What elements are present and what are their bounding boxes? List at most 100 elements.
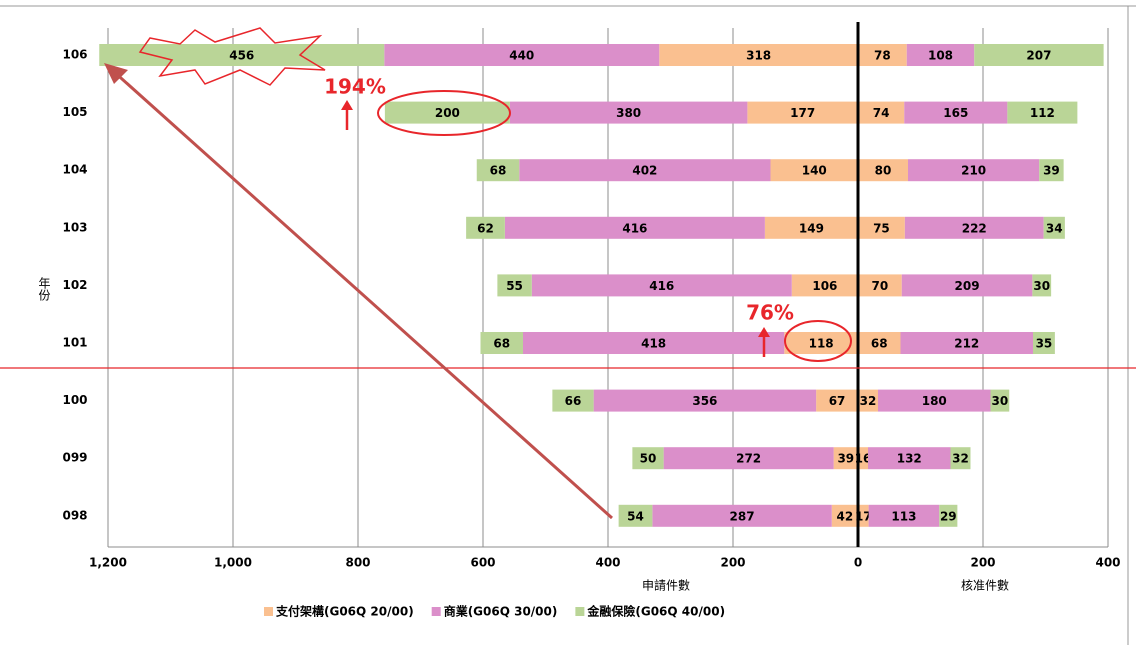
bar-label: 113 [891,509,916,523]
bar-segment [531,274,792,297]
bar-label: 54 [627,509,644,523]
bar-segment [480,332,523,354]
bar-label: 35 [1036,337,1053,351]
bar-segment [509,101,748,124]
bar-label: 30 [992,394,1009,408]
bar-segment [858,44,907,66]
bar-label: 106 [812,279,837,293]
bar-label: 68 [493,337,510,351]
bar-label: 30 [1033,279,1050,293]
bar-segment [858,389,878,412]
bar-label: 74 [873,106,890,120]
bar-segment [384,101,510,124]
bar-label: 180 [922,394,947,408]
bar-label: 39 [1043,164,1060,178]
x-tick-label: 200 [720,556,745,570]
bar-segment [858,216,905,239]
bar-label: 165 [943,106,968,120]
bar-segment [1007,101,1078,124]
bar-label: 440 [509,49,534,63]
y-tick-label: 105 [62,105,87,119]
bar-segment [990,389,1010,412]
bar-label: 39 [837,452,854,466]
legend-label: 支付架構(G06Q 20/00) [275,604,414,619]
bar-segment [901,274,1033,297]
highlight-ellipse [377,90,511,136]
bar-segment [497,274,532,297]
bar-segment [858,332,901,354]
bar-segment [1039,159,1064,182]
bar-segment [523,332,785,354]
bar-label: 416 [622,221,647,235]
bar-segment [784,332,858,354]
x-tick-label: 400 [1095,556,1120,570]
bar-segment [791,274,858,297]
annotation: 194% [324,75,386,99]
trend-arrow [110,68,614,520]
x-tick-label: 0 [854,556,862,570]
bar-segment [659,44,858,66]
bar-segment [519,159,771,182]
bar-label: 62 [477,221,494,235]
bar-label: 29 [940,509,957,523]
bar-label: 177 [790,106,815,120]
bar-label: 140 [802,164,827,178]
bar-label: 78 [874,49,891,63]
bar-label: 34 [1046,221,1063,235]
bar-segment [906,44,975,66]
bar-label: 209 [955,279,980,293]
bar-segment [974,44,1104,66]
bar-label: 67 [829,394,846,408]
legend-label: 商業(G06Q 30/00) [444,604,558,619]
bar-label: 418 [641,337,666,351]
y-tick-label: 099 [62,451,87,465]
right-axis-label: 核准件數 [961,579,1009,593]
bar-label: 272 [736,452,761,466]
x-tick-label: 200 [970,556,995,570]
bar-segment [950,447,971,470]
bar-segment [99,44,385,66]
bar-label: 66 [565,394,582,408]
x-tick-label: 800 [345,556,370,570]
bar-segment [747,101,858,124]
arrow-head [104,63,128,84]
x-tick-label: 1,000 [214,556,252,570]
bar-segment [908,159,1040,182]
bar-label: 32 [860,394,877,408]
annotation-arrow-head [758,327,770,337]
highlight-ellipse [784,320,852,362]
y-tick-label: 102 [62,278,87,292]
x-tick-label: 400 [595,556,620,570]
left-axis-label: 申請件數 [642,579,690,593]
bar-label: 108 [928,49,953,63]
bar-label: 149 [799,221,824,235]
x-tick-label: 1,200 [89,556,127,570]
bar-segment [593,389,817,412]
bar-label: 70 [872,279,889,293]
y-tick-label: 100 [62,393,87,407]
bar-segment [618,504,653,527]
bar-label: 380 [616,106,641,120]
bar-label: 32 [952,452,969,466]
y-tick-label: 098 [62,508,87,522]
bar-label: 222 [962,221,987,235]
bar-segment [764,216,858,239]
legend-label: 金融保險(G06Q 40/00) [586,604,725,619]
bar-segment [466,216,505,239]
legend-swatch [431,607,441,616]
bar-segment [831,504,858,527]
bar-segment [833,447,858,470]
bar-segment [858,101,905,124]
bar-segment [1043,216,1065,239]
bar-segment [652,504,832,527]
bar-segment [858,159,908,182]
bar-label: 456 [229,49,254,63]
bar-segment [939,504,958,527]
starburst [138,27,326,86]
y-tick-label: 101 [62,336,87,350]
bar-segment [904,216,1044,239]
bar-label: 55 [506,279,523,293]
bar-label: 68 [871,337,888,351]
